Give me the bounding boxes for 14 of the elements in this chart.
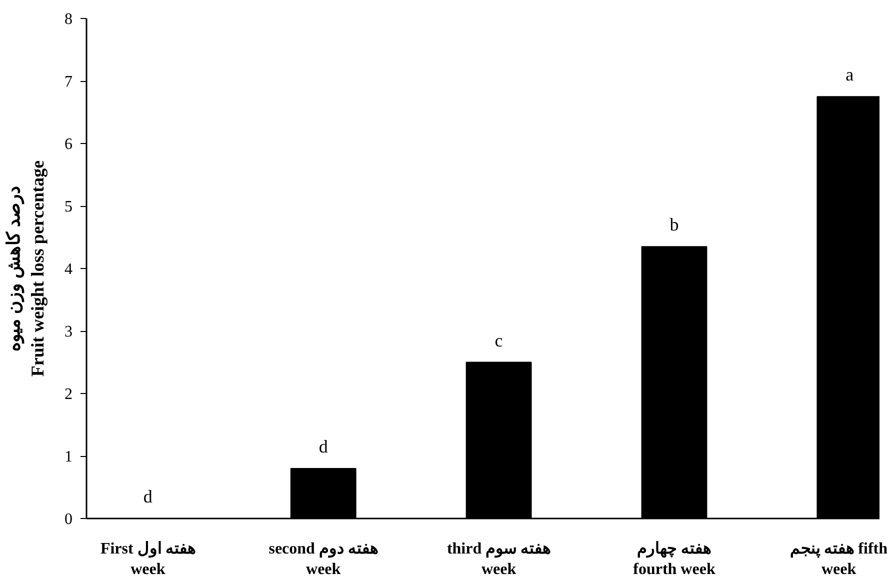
annotation: d	[318, 436, 328, 456]
annotation: d	[143, 486, 152, 506]
annotation: a	[846, 64, 854, 85]
y-tick-label: 7	[64, 74, 72, 90]
annotation: b	[670, 214, 679, 235]
y-tick-label: 1	[64, 448, 72, 466]
y-tick-label: 2	[64, 386, 72, 403]
y-tick-label: 3	[64, 324, 72, 340]
y-tick-label: 6	[64, 136, 72, 153]
y-tick-label: 0	[64, 511, 72, 528]
annotation: c	[494, 330, 503, 350]
y-tick-label: 5	[64, 198, 72, 216]
y-tick-label: 4	[64, 261, 72, 278]
y-tick-label: 8	[64, 11, 72, 28]
